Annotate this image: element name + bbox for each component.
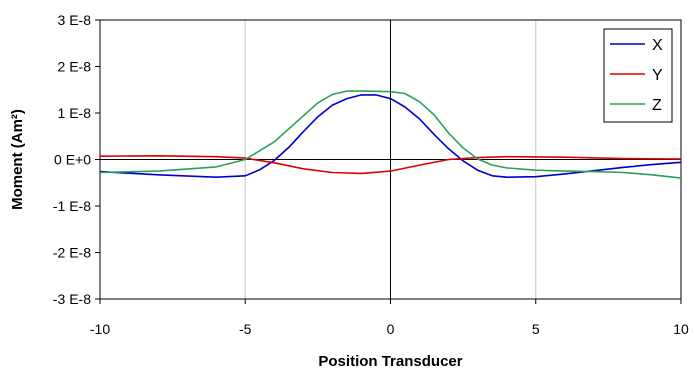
axis-ticks: 3 E-8 2 E-8 1 E-8 0 E+0 -1 E-8 -2 E-8 -3 E-8 -1… [53, 12, 689, 337]
x-tick-label: -10 [90, 321, 110, 337]
zero-axis-line [100, 20, 681, 299]
y-tick-label: 0 E+0 [54, 152, 91, 168]
y-tick-label: 1 E-8 [58, 105, 92, 121]
x-tick-label: -5 [239, 321, 252, 337]
x-tick-label: 0 [387, 321, 395, 337]
legend-label-x: X [652, 37, 663, 54]
y-axis-title: Moment (Am²) [9, 109, 26, 210]
y-tick-label: -3 E-8 [53, 291, 91, 307]
y-tick-label: 2 E-8 [58, 59, 92, 75]
series-lines [99, 90, 682, 179]
x-axis-title: Position Transducer [318, 353, 462, 370]
series-line-z [99, 90, 682, 179]
legend: XYZ [603, 28, 673, 123]
x-tick-label: 10 [673, 321, 689, 337]
legend-label-z: Z [652, 97, 662, 114]
legend-items: XYZ [610, 37, 663, 114]
x-tick-label: 5 [532, 321, 540, 337]
series-line-y [99, 155, 682, 175]
y-tick-label: -2 E-8 [53, 245, 91, 261]
y-tick-label: 3 E-8 [58, 12, 92, 28]
series-line-x [99, 94, 682, 178]
y-tick-label: -1 E-8 [53, 198, 91, 214]
legend-label-y: Y [652, 67, 663, 84]
